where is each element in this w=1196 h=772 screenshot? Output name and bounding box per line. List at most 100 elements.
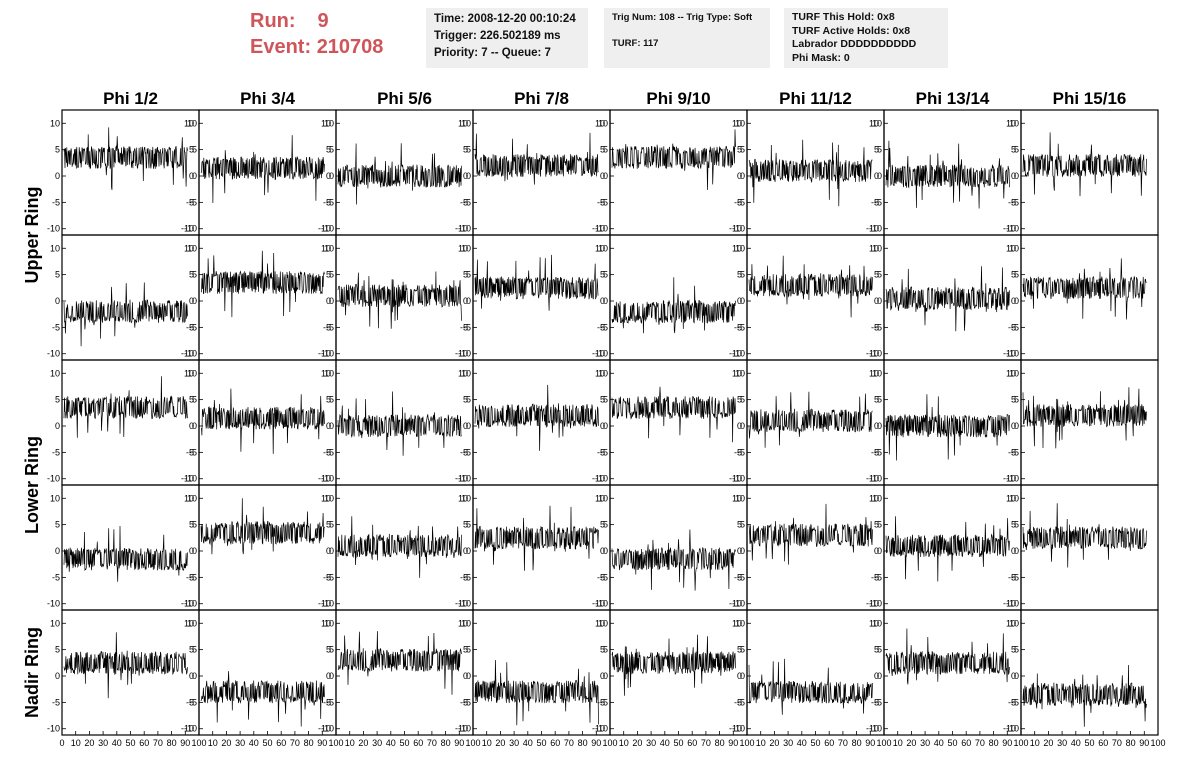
y-tick-label-right: -5 bbox=[186, 322, 194, 332]
panel-frame bbox=[1020, 484, 1159, 611]
y-tick-label: 0 bbox=[329, 671, 334, 681]
x-tick-label: 20 bbox=[769, 738, 779, 748]
y-tick-label-right: -5 bbox=[871, 697, 879, 707]
waveform-trace bbox=[474, 659, 599, 726]
y-tick-label: -10 bbox=[321, 349, 334, 359]
y-tick-label-right: 10 bbox=[184, 493, 194, 503]
y-tick-label-right: 10 bbox=[595, 618, 605, 628]
y-tick-label: -5 bbox=[600, 197, 608, 207]
y-tick-label-right: 10 bbox=[732, 493, 742, 503]
x-tick-label: 40 bbox=[386, 738, 396, 748]
y-tick-label-right: -10 bbox=[866, 599, 879, 609]
y-tick-label: 5 bbox=[877, 395, 882, 405]
x-tick-label: 40 bbox=[523, 738, 533, 748]
y-tick-label: -5 bbox=[52, 197, 60, 207]
y-tick-label: -5 bbox=[463, 197, 471, 207]
y-tick-label: 10 bbox=[1009, 118, 1019, 128]
waveform-trace bbox=[337, 143, 462, 205]
panel-frame bbox=[609, 109, 748, 236]
y-tick-label-right: 10 bbox=[732, 243, 742, 253]
y-tick-label: -5 bbox=[1011, 322, 1019, 332]
column-title: Phi 1/2 bbox=[103, 89, 158, 108]
y-tick-label-right: 10 bbox=[1006, 493, 1016, 503]
y-tick-label-right: 5 bbox=[874, 645, 879, 655]
y-tick-label: -10 bbox=[458, 599, 471, 609]
y-tick-label: -10 bbox=[47, 224, 60, 234]
waveform-trace bbox=[63, 127, 188, 190]
y-tick-label: 0 bbox=[55, 421, 60, 431]
y-tick-label-right: 0 bbox=[874, 421, 879, 431]
y-tick-label: -5 bbox=[874, 447, 882, 457]
column-title: Phi 15/16 bbox=[1053, 89, 1127, 108]
y-tick-label-right: -5 bbox=[871, 572, 879, 582]
y-tick-label-right: 0 bbox=[189, 421, 194, 431]
y-tick-label: 10 bbox=[324, 493, 334, 503]
waveform-trace bbox=[748, 391, 873, 448]
y-tick-label-right: 0 bbox=[189, 296, 194, 306]
y-tick-label: -5 bbox=[737, 447, 745, 457]
y-tick-label: -10 bbox=[732, 349, 745, 359]
y-tick-label-right: 10 bbox=[321, 618, 331, 628]
y-tick-label-right: -10 bbox=[318, 724, 331, 734]
y-tick-label: 5 bbox=[1014, 145, 1019, 155]
y-tick-label: 10 bbox=[1009, 493, 1019, 503]
y-tick-label: 10 bbox=[872, 118, 882, 128]
y-tick-label: 10 bbox=[187, 118, 197, 128]
y-tick-label-right: 0 bbox=[874, 296, 879, 306]
y-tick-label: 5 bbox=[466, 395, 471, 405]
y-tick-label: 0 bbox=[1014, 171, 1019, 181]
y-tick-label: -5 bbox=[189, 697, 197, 707]
y-tick-label: 0 bbox=[466, 546, 471, 556]
y-tick-label: 5 bbox=[466, 520, 471, 530]
row-title: Nadir Ring bbox=[22, 627, 42, 718]
y-tick-label: -10 bbox=[595, 224, 608, 234]
y-tick-label: -5 bbox=[737, 197, 745, 207]
y-tick-label: -10 bbox=[458, 224, 471, 234]
waveform-trace bbox=[337, 631, 462, 695]
panel-frame bbox=[609, 359, 748, 486]
y-tick-label: 10 bbox=[598, 368, 608, 378]
waveform-trace bbox=[63, 282, 188, 347]
y-tick-label-right: -10 bbox=[592, 224, 605, 234]
y-tick-label: 0 bbox=[329, 546, 334, 556]
y-tick-label-right: 10 bbox=[184, 243, 194, 253]
x-tick-label: 70 bbox=[290, 738, 300, 748]
waveform-trace bbox=[200, 671, 325, 727]
waveform-trace bbox=[474, 505, 599, 571]
y-tick-label: -10 bbox=[321, 724, 334, 734]
y-tick-label-right: 5 bbox=[1011, 270, 1016, 280]
y-tick-label-right: 10 bbox=[595, 243, 605, 253]
y-tick-label: -5 bbox=[737, 322, 745, 332]
x-tick-label: 60 bbox=[139, 738, 149, 748]
y-tick-label: -10 bbox=[595, 599, 608, 609]
x-tick-label: 30 bbox=[1057, 738, 1067, 748]
y-tick-label: 5 bbox=[329, 270, 334, 280]
y-tick-label: -5 bbox=[326, 322, 334, 332]
y-tick-label-right: 5 bbox=[600, 520, 605, 530]
y-tick-label: 5 bbox=[603, 270, 608, 280]
y-tick-label-right: 5 bbox=[1011, 520, 1016, 530]
y-tick-label-right: -5 bbox=[1008, 322, 1016, 332]
y-tick-label-right: 5 bbox=[463, 520, 468, 530]
y-tick-label: 5 bbox=[466, 145, 471, 155]
x-tick-label: 40 bbox=[797, 738, 807, 748]
waveform-trace bbox=[748, 658, 873, 715]
event-line: Event: 210708 bbox=[250, 34, 420, 60]
x-tick-label: 90 bbox=[1002, 738, 1012, 748]
x-tick-label: 80 bbox=[167, 738, 177, 748]
waveform-trace bbox=[611, 634, 736, 696]
waveform-trace bbox=[337, 516, 462, 578]
y-tick-label-right: -5 bbox=[734, 697, 742, 707]
y-tick-label: 10 bbox=[50, 118, 60, 128]
y-tick-label-right: 10 bbox=[869, 618, 879, 628]
y-tick-label: 10 bbox=[598, 618, 608, 628]
x-tick-label: 20 bbox=[1043, 738, 1053, 748]
x-tick-label: 100 bbox=[465, 738, 480, 748]
y-tick-label: 0 bbox=[55, 171, 60, 181]
y-tick-label-right: 0 bbox=[189, 171, 194, 181]
x-tick-label: 20 bbox=[632, 738, 642, 748]
panel-frame bbox=[746, 609, 885, 736]
y-tick-label: 5 bbox=[55, 395, 60, 405]
y-tick-label: -5 bbox=[52, 572, 60, 582]
x-tick-label: 20 bbox=[221, 738, 231, 748]
